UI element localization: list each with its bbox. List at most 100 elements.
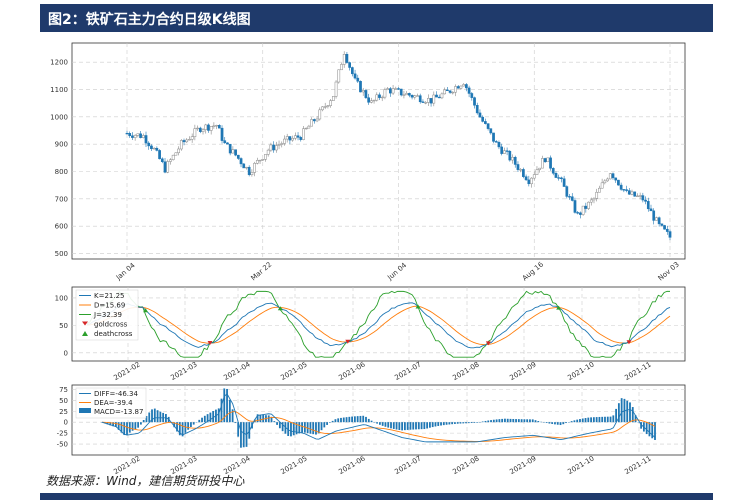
macd-bar <box>276 422 278 425</box>
macd-bar <box>151 409 153 423</box>
price-plot-area <box>71 42 686 260</box>
candle-body <box>304 127 308 130</box>
macd-bar <box>512 418 515 423</box>
source-note: 数据来源：Wind，建信期货研投中心 <box>46 474 245 488</box>
candle-body <box>459 85 463 89</box>
candle-body <box>359 81 362 93</box>
candle-body <box>522 169 525 177</box>
candle-body <box>207 124 210 131</box>
footer-bar <box>40 493 713 500</box>
candle-body <box>503 150 506 154</box>
macd-bar <box>504 418 506 423</box>
candle-body <box>250 172 254 175</box>
macd-bar <box>334 419 337 423</box>
candle-body <box>587 201 590 209</box>
macd-bar <box>184 422 187 433</box>
candle-body <box>236 154 240 159</box>
candle-body <box>579 212 582 215</box>
candle-body <box>315 118 319 122</box>
macd-bar <box>534 420 537 423</box>
candle-body <box>389 88 392 94</box>
macd-bar <box>579 419 581 423</box>
deathcross-marker <box>556 305 562 310</box>
candle-body <box>456 86 460 89</box>
macd-bar <box>465 422 467 424</box>
candle-body <box>391 88 395 94</box>
macd-bar <box>531 419 534 423</box>
macd-legend-label: DEA=-39.4 <box>94 399 133 407</box>
macd-bar <box>317 422 320 434</box>
macd-x-tick: 2021-11 <box>623 454 652 476</box>
candle-body <box>546 157 550 163</box>
candle-body <box>375 94 379 101</box>
candle-body <box>560 177 563 180</box>
macd-bar <box>203 415 206 423</box>
candle-body <box>312 119 316 122</box>
macd-bar <box>456 422 459 424</box>
candle-body <box>660 223 664 226</box>
candle-body <box>497 142 501 148</box>
macd-bar <box>287 422 290 437</box>
candle-body <box>614 177 618 181</box>
price-y-tick: 500 <box>55 250 68 258</box>
price-y-tick: 1200 <box>50 59 68 67</box>
candle-body <box>370 100 373 103</box>
macd-bar <box>595 417 598 423</box>
candle-body <box>356 77 360 82</box>
macd-bar <box>426 422 429 429</box>
macd-bar <box>523 419 526 423</box>
candle-body <box>549 157 552 169</box>
candle-body <box>500 146 504 154</box>
candle-body <box>527 179 531 185</box>
macd-bar <box>259 414 262 423</box>
macd-bar <box>390 422 392 429</box>
candle-body <box>513 156 517 165</box>
candle-body <box>209 126 213 131</box>
macd-bar <box>351 416 354 423</box>
candle-body <box>636 195 639 197</box>
macd-bar <box>220 398 223 423</box>
macd-bar <box>326 422 328 425</box>
macd-bar <box>606 416 609 423</box>
macd-bar <box>137 422 140 428</box>
macd-bar <box>187 422 190 430</box>
candle-body <box>163 161 167 173</box>
candle-body <box>302 128 305 140</box>
candle-body <box>421 101 425 103</box>
macd-bar <box>278 422 281 429</box>
macd-bar <box>173 422 176 428</box>
macd-bar <box>484 420 487 423</box>
price-y-tick: 600 <box>55 223 68 231</box>
macd-bar <box>440 422 442 426</box>
candle-body <box>293 135 297 139</box>
candle-body <box>492 132 495 142</box>
candle-body <box>598 187 601 193</box>
macd-bar <box>601 416 604 423</box>
macd-bar <box>353 416 356 423</box>
macd-bar <box>403 422 406 431</box>
candle-body <box>234 149 237 156</box>
candle-body <box>530 177 533 185</box>
price-y-tick: 800 <box>55 168 68 176</box>
candle-body <box>617 179 620 186</box>
macd-bar <box>223 388 226 423</box>
candle-body <box>169 159 172 162</box>
candle-body <box>524 176 528 181</box>
macd-bar <box>467 422 470 424</box>
candle-body <box>543 158 547 163</box>
candle-body <box>532 174 536 179</box>
kdj-legend-label: goldcross <box>94 321 128 329</box>
candle-body <box>152 147 156 150</box>
candle-body <box>448 90 452 93</box>
candle-body <box>408 93 411 96</box>
macd-bar <box>384 422 387 427</box>
macd-bar <box>412 422 415 430</box>
candle-body <box>372 99 376 102</box>
candle-body <box>494 141 498 143</box>
candle-body <box>264 154 267 160</box>
candle-body <box>231 149 235 154</box>
candle-body <box>380 96 384 99</box>
macd-bar <box>604 416 606 423</box>
candle-body <box>334 81 338 97</box>
macd-bar <box>554 422 556 425</box>
